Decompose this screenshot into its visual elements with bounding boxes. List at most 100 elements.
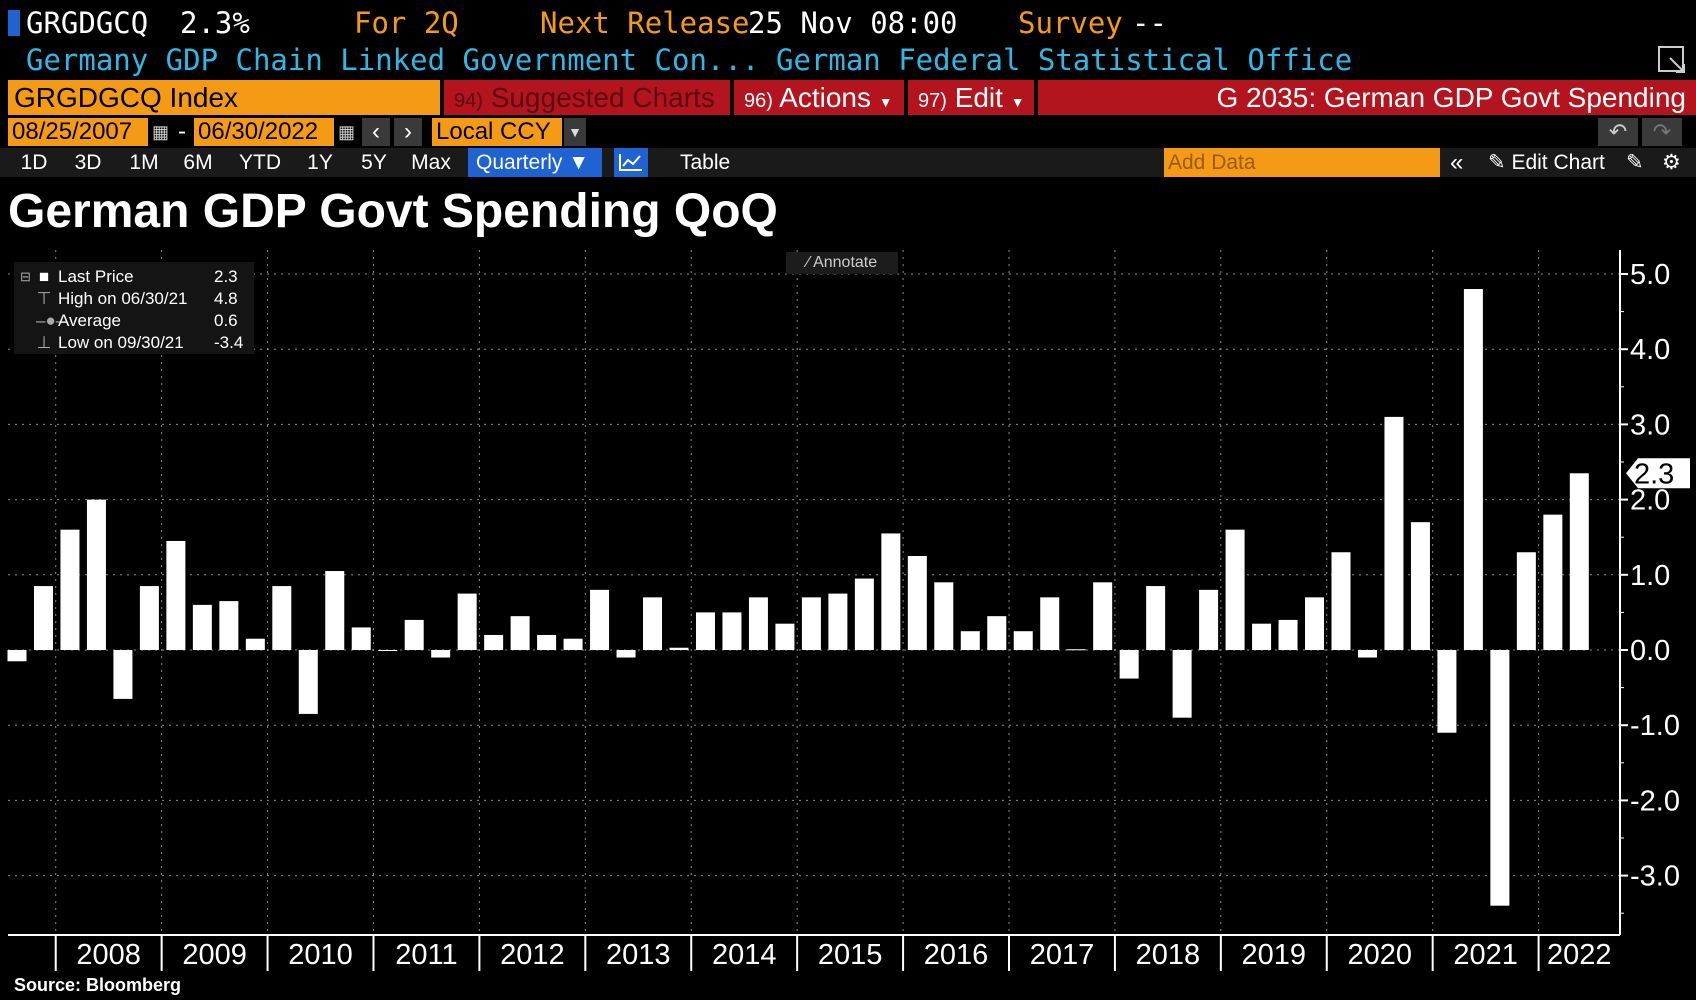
popout-icon[interactable] <box>1656 44 1688 76</box>
line-chart-icon[interactable] <box>614 148 648 177</box>
bar-q2-2015 <box>828 593 848 650</box>
bar-q2-2012 <box>510 616 530 650</box>
header-description[interactable]: Germany GDP Chain Linked Government Con.… <box>26 43 760 77</box>
bar-q4-2015 <box>881 533 901 650</box>
last-value-label: 2.3 <box>1634 458 1674 490</box>
period-3d[interactable]: 3D <box>74 151 102 174</box>
bar-q2-2018 <box>1146 586 1166 650</box>
chart-axes: -3.0 -2.0 -1.0 0.0 1.0 2.0 3.0 4.0 5.0 2008 2009 20… <box>8 250 1690 971</box>
bar-q4-2016 <box>987 616 1007 650</box>
frequency-label: Quarterly <box>476 151 563 174</box>
legend-average-label: Average <box>58 311 122 330</box>
x-year-label: 2016 <box>924 939 989 971</box>
bar-q1-2012 <box>484 634 504 650</box>
x-year-label: 2012 <box>500 939 565 971</box>
legend-high-label: High on 06/30/21 <box>58 289 188 308</box>
edit-number: 97) <box>918 90 947 112</box>
chevron-down-icon[interactable]: ▼ <box>564 118 586 146</box>
bar-q1-2011 <box>378 650 398 651</box>
bar-q1-2017 <box>1013 631 1033 650</box>
y-tick-label: 1.0 <box>1630 560 1670 592</box>
header-next-release-value: 25 Nov 08:00 <box>748 6 958 40</box>
bar-q1-2009 <box>166 540 186 650</box>
table-view-button[interactable]: Table <box>680 151 731 174</box>
legend-last-price-value: 2.3 <box>214 267 238 286</box>
period-5y[interactable]: 5Y <box>361 151 387 174</box>
x-year-label: 2008 <box>76 939 141 971</box>
bar-q1-2020 <box>1331 552 1351 650</box>
annotate-label: Annotate <box>813 254 878 271</box>
bar-q3-2013 <box>643 597 663 650</box>
bar-q3-2016 <box>960 631 980 650</box>
bar-q2-2022 <box>1569 473 1589 650</box>
annotate-button[interactable]: ⁄ Annotate <box>786 252 898 274</box>
currency-select[interactable]: Local CCY <box>432 118 562 146</box>
bar-q2-2010 <box>298 650 318 714</box>
edit-icon[interactable]: ✎ <box>1626 151 1644 174</box>
bar-q1-2016 <box>907 556 927 650</box>
suggested-charts-label: Suggested Charts <box>490 82 715 113</box>
bar-q3-2018 <box>1172 650 1192 718</box>
bar-q1-2008 <box>60 529 80 650</box>
frequency-select[interactable]: Quarterly ▼ <box>468 148 602 177</box>
suggested-charts-button[interactable]: 94) Suggested Charts <box>444 80 730 115</box>
chevron-down-icon: ▼ <box>1010 94 1025 110</box>
period-1d[interactable]: 1D <box>20 151 48 174</box>
bar-q1-2010 <box>272 586 292 650</box>
bar-q4-2021 <box>1516 552 1536 650</box>
actions-menu-button[interactable]: 96) Actions ▼ <box>734 80 904 115</box>
header-survey-label: Survey <box>1018 6 1123 40</box>
header-source-org[interactable]: German Federal Statistical Office <box>776 43 1353 77</box>
bar-q2-2008 <box>86 499 106 650</box>
x-year-label: 2013 <box>606 939 671 971</box>
x-year-label: 2022 <box>1547 939 1612 971</box>
collapse-icon[interactable]: « <box>1450 149 1464 176</box>
period-max[interactable]: Max <box>411 151 451 174</box>
bar-q1-2021 <box>1437 650 1457 733</box>
x-year-label: 2019 <box>1242 939 1307 971</box>
chart-code-title: G 2035: German GDP Govt Spending <box>1038 80 1696 115</box>
suggested-charts-number: 94) <box>454 90 483 112</box>
bar-q4-2019 <box>1305 597 1325 650</box>
period-1m[interactable]: 1M <box>129 151 159 174</box>
end-date-input[interactable]: 06/30/2022 <box>194 118 334 146</box>
bar-q3-2007 <box>7 650 27 662</box>
bar-q3-2020 <box>1384 416 1404 650</box>
bar-q1-2013 <box>590 589 610 650</box>
chart-legend[interactable]: ⊟ ■ Last Price 2.3 ⊤ High on 06/30/21 4.… <box>14 262 254 354</box>
edit-menu-button[interactable]: 97) Edit ▼ <box>908 80 1034 115</box>
command-bar: GRGDGCQ Index 94) Suggested Charts 96) A… <box>8 80 1696 115</box>
calendar-icon[interactable]: ▦ <box>338 122 356 142</box>
edit-chart-button[interactable]: ✎ Edit Chart <box>1488 148 1616 177</box>
gear-icon[interactable]: ⚙ <box>1662 151 1681 174</box>
x-year-label: 2009 <box>182 939 247 971</box>
bar-q4-2020 <box>1410 522 1430 650</box>
legend-average-value: 0.6 <box>214 311 238 330</box>
bar-q2-2009 <box>192 604 212 650</box>
add-data-input[interactable]: Add Data <box>1164 148 1440 177</box>
x-year-label: 2011 <box>395 939 457 971</box>
previous-period-button[interactable]: ‹ <box>362 118 390 146</box>
legend-collapse-icon[interactable]: ⊟ <box>20 269 31 284</box>
start-date-input[interactable]: 08/25/2007 <box>8 118 148 146</box>
period-6m[interactable]: 6M <box>183 151 213 174</box>
security-field[interactable]: GRGDGCQ Index <box>8 80 440 115</box>
chevron-down-icon: ▼ <box>878 94 893 110</box>
undo-icon[interactable]: ↶ <box>1598 118 1638 146</box>
bar-q2-2014 <box>722 612 742 650</box>
bar-q1-2019 <box>1225 529 1245 650</box>
next-period-button[interactable]: › <box>394 118 422 146</box>
x-year-label: 2010 <box>288 939 353 971</box>
calendar-icon[interactable]: ▦ <box>152 122 170 142</box>
pencil-icon: ⁄ <box>806 254 810 271</box>
y-tick-label: 4.0 <box>1630 334 1670 366</box>
legend-high-value: 4.8 <box>214 289 238 308</box>
period-1y[interactable]: 1Y <box>307 151 333 174</box>
y-tick-label: -3.0 <box>1630 861 1680 893</box>
redo-icon[interactable]: ↷ <box>1642 118 1682 146</box>
period-ytd[interactable]: YTD <box>239 151 281 174</box>
bar-q4-2010 <box>351 627 371 650</box>
legend-high: ⊤ High on 06/30/21 4.8 <box>14 288 254 310</box>
legend-last-price-label: Last Price <box>58 267 134 286</box>
